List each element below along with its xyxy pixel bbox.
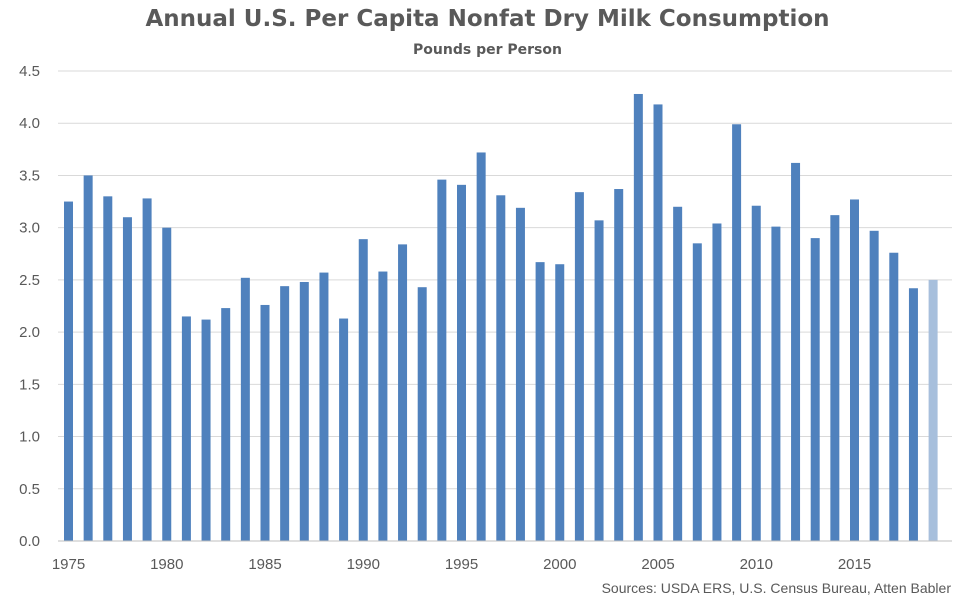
bar-2013 bbox=[810, 238, 820, 541]
bar-2003 bbox=[614, 189, 624, 541]
source-note: Sources: USDA ERS, U.S. Census Bureau, A… bbox=[601, 580, 951, 596]
x-tick-label: 2005 bbox=[641, 556, 674, 573]
bar-2009 bbox=[732, 124, 742, 542]
y-tick-label: 3.0 bbox=[19, 220, 40, 237]
bar-2011 bbox=[771, 226, 781, 541]
bar-2010 bbox=[751, 205, 761, 541]
x-tick-label: 1980 bbox=[150, 556, 183, 573]
y-tick-label: 2.5 bbox=[19, 272, 40, 289]
bar-1984 bbox=[240, 277, 250, 541]
bar-1981 bbox=[181, 316, 191, 541]
bar-1987 bbox=[299, 281, 309, 541]
bar-2016 bbox=[869, 230, 879, 542]
bar-1996 bbox=[476, 152, 486, 541]
bar-1978 bbox=[122, 217, 132, 541]
y-tick-label: 4.0 bbox=[19, 115, 40, 132]
y-tick-label: 1.5 bbox=[19, 376, 40, 393]
x-tick-label: 1975 bbox=[52, 556, 85, 573]
bar-2014 bbox=[830, 215, 840, 541]
bar-1992 bbox=[398, 244, 408, 541]
bar-2004 bbox=[633, 93, 643, 541]
bar-2017 bbox=[889, 252, 899, 541]
x-tick-label: 1990 bbox=[347, 556, 380, 573]
y-tick-label: 4.5 bbox=[19, 63, 40, 80]
bar-2018 bbox=[908, 288, 918, 541]
bar-1989 bbox=[339, 318, 349, 541]
bar-1993 bbox=[417, 287, 427, 541]
bar-1998 bbox=[515, 207, 525, 542]
bar-1999 bbox=[535, 262, 545, 541]
bar-1994 bbox=[437, 179, 447, 541]
bar-2007 bbox=[692, 243, 702, 542]
x-tick-label: 2015 bbox=[838, 556, 871, 573]
bar-2005 bbox=[653, 104, 663, 541]
chart-title: Annual U.S. Per Capita Nonfat Dry Milk C… bbox=[145, 6, 830, 32]
bar-1980 bbox=[162, 227, 172, 541]
bar-1997 bbox=[496, 195, 506, 542]
bar-1995 bbox=[457, 184, 466, 541]
x-tick-label: 1985 bbox=[248, 556, 281, 573]
bar-1988 bbox=[319, 272, 329, 541]
bar-1975 bbox=[64, 201, 73, 542]
y-tick-label: 1.0 bbox=[19, 429, 40, 446]
y-tick-label: 2.0 bbox=[19, 324, 40, 341]
x-tick-label: 2010 bbox=[740, 556, 773, 573]
bar-1986 bbox=[280, 286, 290, 541]
bar-1990 bbox=[358, 239, 368, 541]
y-tick-label: 0.5 bbox=[19, 481, 40, 498]
bar-1977 bbox=[103, 196, 113, 542]
x-tick-label: 1995 bbox=[445, 556, 478, 573]
bar-2008 bbox=[712, 223, 722, 541]
bar-2012 bbox=[791, 162, 801, 541]
bar-2006 bbox=[673, 206, 683, 541]
bar-1991 bbox=[378, 271, 388, 541]
bar-1985 bbox=[260, 304, 270, 541]
bar-1979 bbox=[142, 198, 152, 541]
chart-subtitle: Pounds per Person bbox=[413, 42, 562, 58]
y-tick-label: 3.5 bbox=[19, 167, 40, 184]
bar-1983 bbox=[221, 308, 231, 541]
bar-1982 bbox=[201, 319, 211, 541]
y-tick-label: 0.0 bbox=[19, 533, 40, 550]
bar-2019 bbox=[928, 279, 938, 541]
bar-2001 bbox=[574, 192, 584, 541]
bar-2002 bbox=[594, 220, 604, 541]
bar-2015 bbox=[850, 199, 859, 541]
bar-2000 bbox=[555, 264, 565, 541]
bar-1976 bbox=[83, 175, 93, 541]
x-tick-label: 2000 bbox=[543, 556, 576, 573]
